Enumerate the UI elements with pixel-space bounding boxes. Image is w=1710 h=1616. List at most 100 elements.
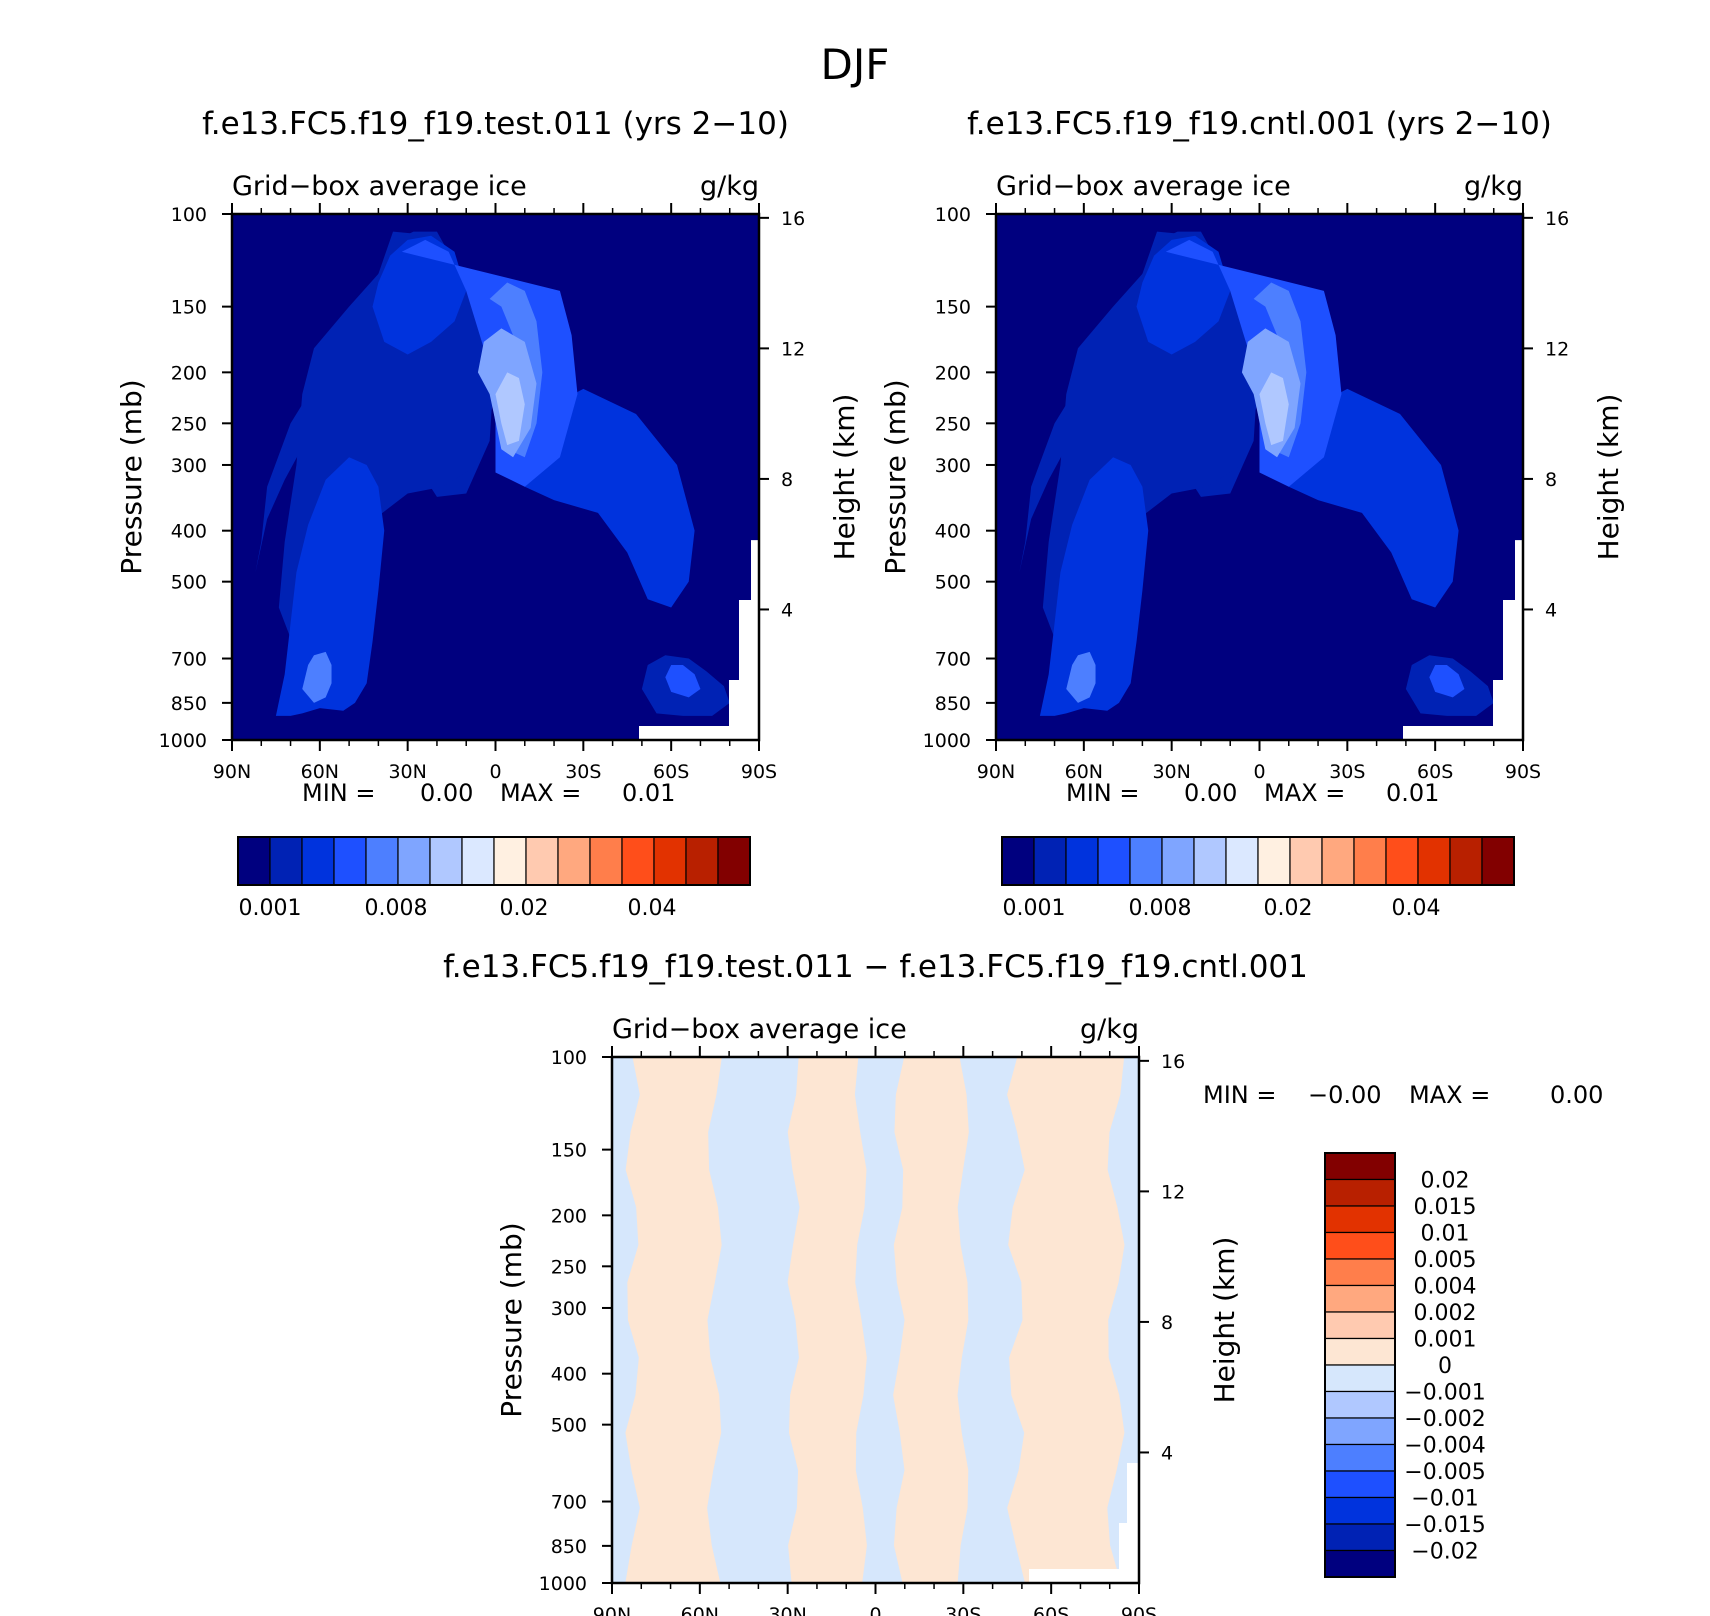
colorbar-box [1324,1417,1396,1446]
colorbar-label: 0.02 [500,896,549,921]
max-label: MAX = [1409,1081,1490,1109]
y-tick-label: 1000 [539,1573,587,1595]
x-tick-label: 90S [1121,1604,1157,1616]
colorbar-box [1129,836,1163,886]
x-tick-label: 30N [388,761,426,783]
contour-level-4 [302,651,332,703]
panel-left-label: Grid−box average ice [232,171,527,202]
colorbar-label: 0.001 [1414,1328,1477,1353]
x-tick-label: 60S [1033,1604,1069,1616]
colorbar-box [1324,1152,1396,1181]
colorbar-label: −0.005 [1404,1460,1485,1485]
x-tick-label: 90S [741,761,777,783]
colorbar-box [1321,836,1355,886]
colorbar-box [1417,836,1451,886]
colorbar-box [1353,836,1387,886]
y-tick-label: 500 [171,572,207,594]
x-tick-label: 60N [301,761,339,783]
y-right-tick-label: 8 [1545,469,1557,491]
colorbar-frame [1324,1152,1396,1578]
y-tick-label: 300 [171,455,207,477]
colorbar-box [1001,836,1035,886]
contour-level-6 [495,372,525,446]
max-value: 0.01 [1386,779,1439,807]
y-tick-label: 200 [935,362,971,384]
panel-title: f.e13.FC5.f19_f19.test.011 − f.e13.FC5.f… [443,949,1308,985]
panel-test: 90N 60N 30N 0 30S 60S 90S 100 150 200 250 300 400 500… [115,106,861,921]
diff-positive-band [625,1057,722,1583]
colorbar-box [397,836,431,886]
panel-right-label: g/kg [700,171,759,202]
colorbar-box [1225,836,1259,886]
contour-level-6 [1259,372,1289,446]
x-tick-label: 30N [768,1604,806,1616]
colorbar-box [1324,1231,1396,1260]
colorbar-box [1193,836,1227,886]
colorbar-box [1324,1470,1396,1499]
max-value: 0.00 [1550,1081,1603,1109]
y-right-tick-label: 12 [1545,338,1569,360]
colorbar-box [1324,1443,1396,1472]
y-tick-label: 250 [935,413,971,435]
contour-level-3 [665,664,701,698]
y-axis-label-right: Height (km) [1208,1237,1241,1404]
colorbar-box [1481,836,1515,886]
colorbar-box [269,836,303,886]
y-right-tick-label: 4 [1545,599,1557,621]
y-tick-label: 100 [551,1047,587,1069]
min-value: 0.00 [420,779,473,807]
x-tick-label: 60S [1417,761,1453,783]
colorbar-label: 0.02 [1264,896,1313,921]
y-tick-label: 200 [171,362,207,384]
panel-left-label: Grid−box average ice [996,171,1291,202]
y-tick-label: 200 [551,1205,587,1227]
y-tick-label: 850 [171,693,207,715]
contour-level-2 [275,457,385,716]
contour-level-2 [1136,235,1231,355]
contour-level-3 [1429,664,1465,698]
contour-level-2 [372,235,467,355]
x-tick-label: 30S [945,1604,981,1616]
colorbar-box [429,836,463,886]
colorbar-box [1324,1523,1396,1552]
y-tick-label: 700 [935,649,971,671]
colorbar-label: 0.002 [1414,1301,1477,1326]
colorbar-label: −0.02 [1411,1540,1478,1565]
y-tick-label: 300 [551,1298,587,1320]
y-right-tick-label: 4 [781,599,793,621]
colorbar-box [1324,1205,1396,1234]
panel-title: f.e13.FC5.f19_f19.cntl.001 (yrs 2−10) [967,106,1552,142]
y-tick-label: 100 [935,204,971,226]
colorbar-label: 0.008 [1129,896,1192,921]
colorbar-box [1324,1284,1396,1313]
y-axis-label-right: Height (km) [828,394,861,561]
y-axis-label: Pressure (mb) [879,379,912,574]
diff-positive-band [787,1057,867,1583]
y-tick-label: 1000 [159,730,207,752]
y-tick-label: 250 [171,413,207,435]
colorbar-frame [237,836,751,886]
colorbar-label: −0.001 [1404,1381,1485,1406]
colorbar-box [1449,836,1483,886]
panel-cntl: 90N 60N 30N 0 30S 60S 90S 100 150 200 250 300 400 500… [879,106,1625,921]
y-tick-label: 400 [935,521,971,543]
x-tick-label: 60N [1065,761,1103,783]
colorbar-label: 0.001 [1003,896,1066,921]
y-tick-label: 700 [551,1492,587,1514]
y-tick-label: 150 [171,297,207,319]
max-label: MAX = [1264,779,1345,807]
min-value: 0.00 [1184,779,1237,807]
colorbar-label: 0.02 [1421,1169,1470,1194]
colorbar-label: 0.015 [1414,1195,1477,1220]
colorbar-label: 0.004 [1414,1275,1477,1300]
colorbar-frame [1001,836,1515,886]
x-tick-label: 90S [1505,761,1541,783]
colorbar-box [333,836,367,886]
colorbar-box [1161,836,1195,886]
colorbar-box [1257,836,1291,886]
max-value: 0.01 [622,779,675,807]
y-tick-label: 400 [171,521,207,543]
colorbar-label: 0.04 [628,896,677,921]
y-right-tick-label: 12 [781,338,805,360]
colorbar-box [653,836,687,886]
